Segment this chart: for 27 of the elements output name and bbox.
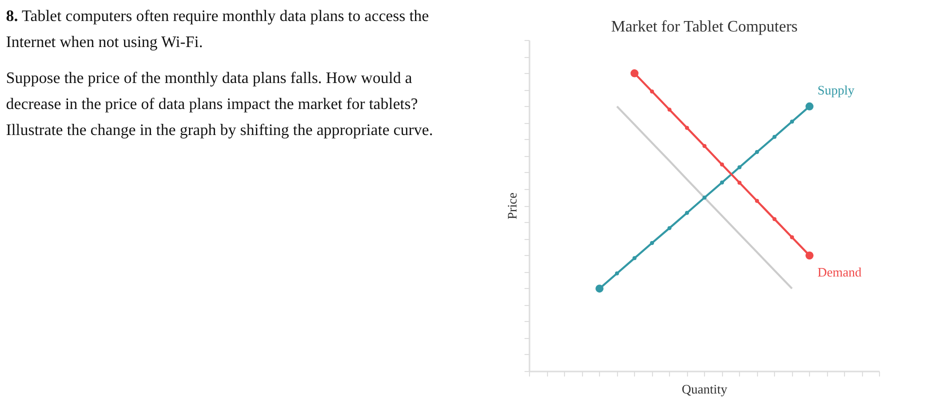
series-label: Demand: [818, 264, 862, 280]
point: [668, 226, 672, 230]
point: [790, 120, 794, 124]
point: [772, 134, 776, 139]
text: Suppose the price of the monthly data plans falls. How would a decrease in the price of data plans impact the market for tablets? Illustrate the change in the graph by shifting the appropriate curve.: [6, 69, 434, 141]
point: [615, 271, 619, 276]
y-axis-title: Price: [504, 192, 520, 220]
point: [772, 217, 776, 222]
point: [685, 126, 689, 130]
point: [738, 180, 742, 185]
x-axis-title: Quantity: [682, 382, 728, 396]
point: [650, 240, 654, 245]
point: [702, 144, 706, 148]
point: [632, 256, 636, 260]
point: [702, 196, 706, 200]
text: 8. Tablet computers often require monthly data plans to access the Internet when not using Wi-Fi.: [6, 7, 430, 53]
point: [738, 165, 742, 170]
point: [755, 198, 759, 203]
point: [668, 108, 672, 112]
point: [790, 235, 794, 240]
series-label: Supply: [818, 82, 855, 98]
point: [720, 180, 724, 184]
chart-title: Market for Tablet Computers: [611, 18, 798, 36]
point: [720, 162, 724, 167]
point: [650, 89, 654, 94]
point: [755, 150, 759, 154]
point: [685, 210, 689, 215]
